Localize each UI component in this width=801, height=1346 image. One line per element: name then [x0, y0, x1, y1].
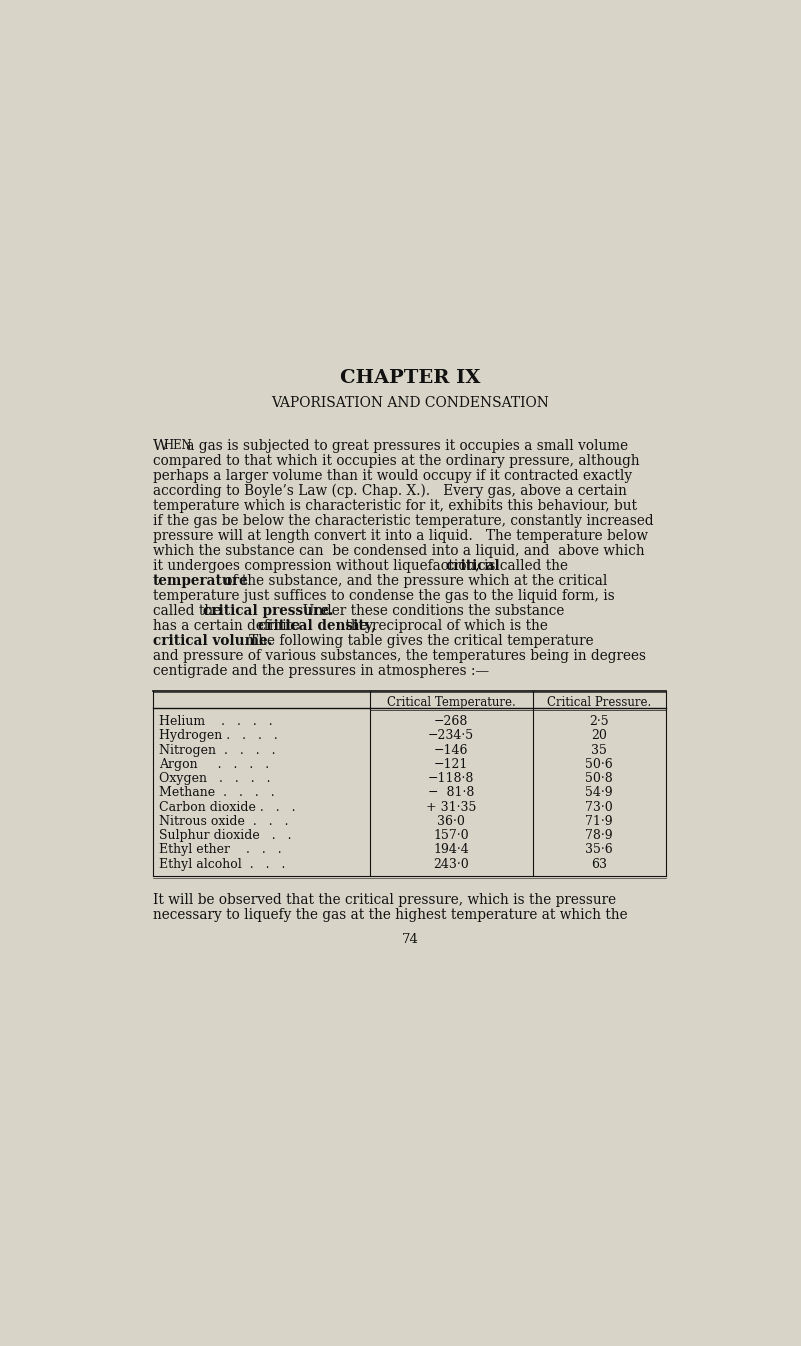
Text: 54·9: 54·9 [586, 786, 613, 800]
Text: CHAPTER IX: CHAPTER IX [340, 369, 481, 388]
Text: according to Boyle’s Law (cp. Chap. X.).   Every gas, above a certain: according to Boyle’s Law (cp. Chap. X.).… [153, 483, 626, 498]
Text: Ethyl alcohol  .   .   .: Ethyl alcohol . . . [159, 857, 285, 871]
Text: −  81·8: − 81·8 [428, 786, 474, 800]
Text: 35·6: 35·6 [586, 844, 613, 856]
Text: necessary to liquefy the gas at the highest temperature at which the: necessary to liquefy the gas at the high… [153, 909, 627, 922]
Text: −121: −121 [434, 758, 469, 771]
Text: which the substance can  be condensed into a liquid, and  above which: which the substance can be condensed int… [153, 544, 645, 557]
Text: Nitrous oxide  .   .   .: Nitrous oxide . . . [159, 814, 288, 828]
Text: Critical Temperature.: Critical Temperature. [387, 696, 516, 709]
Text: temperature just suffices to condense the gas to the liquid form, is: temperature just suffices to condense th… [153, 588, 614, 603]
Text: and pressure of various substances, the temperatures being in degrees: and pressure of various substances, the … [153, 649, 646, 664]
Text: Ethyl ether    .   .   .: Ethyl ether . . . [159, 844, 282, 856]
Text: compared to that which it occupies at the ordinary pressure, although: compared to that which it occupies at th… [153, 454, 639, 468]
Text: 74: 74 [401, 933, 419, 946]
Text: 243·0: 243·0 [433, 857, 469, 871]
Text: 35: 35 [591, 743, 607, 756]
Text: The following table gives the critical temperature: The following table gives the critical t… [236, 634, 594, 647]
Text: −118·8: −118·8 [428, 773, 474, 785]
Text: Oxygen   .   .   .   .: Oxygen . . . . [159, 773, 271, 785]
Text: −146: −146 [434, 743, 469, 756]
Text: Argon     .   .   .   .: Argon . . . . [159, 758, 269, 771]
Text: 71·9: 71·9 [586, 814, 613, 828]
Text: 50·6: 50·6 [586, 758, 613, 771]
Text: has a certain definite: has a certain definite [153, 619, 304, 633]
Text: −234·5: −234·5 [429, 730, 474, 743]
Text: Critical Pressure.: Critical Pressure. [547, 696, 651, 709]
Text: called the: called the [153, 604, 225, 618]
Text: pressure will at length convert it into a liquid.   The temperature below: pressure will at length convert it into … [153, 529, 648, 542]
Text: W: W [153, 439, 168, 452]
Text: VAPORISATION AND CONDENSATION: VAPORISATION AND CONDENSATION [272, 396, 549, 411]
Text: Hydrogen .   .   .   .: Hydrogen . . . . [159, 730, 278, 743]
Text: 157·0: 157·0 [433, 829, 469, 843]
Text: 73·0: 73·0 [586, 801, 613, 813]
Text: 78·9: 78·9 [586, 829, 613, 843]
Text: It will be observed that the critical pressure, which is the pressure: It will be observed that the critical pr… [153, 894, 616, 907]
Text: HEN: HEN [163, 440, 191, 452]
Text: if the gas be below the characteristic temperature, constantly increased: if the gas be below the characteristic t… [153, 514, 654, 528]
Text: 2·5: 2·5 [590, 715, 609, 728]
Text: it undergoes compression without liquefaction, is called the: it undergoes compression without liquefa… [153, 559, 572, 573]
Text: temperature: temperature [153, 573, 248, 588]
Text: critical: critical [445, 559, 500, 573]
Text: −268: −268 [434, 715, 469, 728]
Text: Sulphur dioxide   .   .: Sulphur dioxide . . [159, 829, 292, 843]
Text: 50·8: 50·8 [586, 773, 613, 785]
Text: 36·0: 36·0 [437, 814, 465, 828]
Text: the reciprocal of which is the: the reciprocal of which is the [341, 619, 548, 633]
Text: Methane  .   .   .   .: Methane . . . . [159, 786, 275, 800]
Text: 63: 63 [591, 857, 607, 871]
Text: Nitrogen  .   .   .   .: Nitrogen . . . . [159, 743, 276, 756]
Text: centigrade and the pressures in atmospheres :—: centigrade and the pressures in atmosphe… [153, 664, 489, 678]
Text: 20: 20 [591, 730, 607, 743]
Text: Under these conditions the substance: Under these conditions the substance [295, 604, 565, 618]
Text: temperature which is characteristic for it, exhibits this behaviour, but: temperature which is characteristic for … [153, 499, 637, 513]
Text: critical density,: critical density, [259, 619, 376, 633]
Text: critical volume.: critical volume. [153, 634, 272, 647]
Text: Carbon dioxide .   .   .: Carbon dioxide . . . [159, 801, 296, 813]
Text: Helium    .   .   .   .: Helium . . . . [159, 715, 272, 728]
Text: 194·4: 194·4 [433, 844, 469, 856]
Text: critical pressure.: critical pressure. [203, 604, 334, 618]
Text: perhaps a larger volume than it would occupy if it contracted exactly: perhaps a larger volume than it would oc… [153, 468, 632, 483]
Text: of the substance, and the pressure which at the critical: of the substance, and the pressure which… [219, 573, 607, 588]
Text: + 31·35: + 31·35 [426, 801, 477, 813]
Text: a gas is subjected to great pressures it occupies a small volume: a gas is subjected to great pressures it… [182, 439, 628, 452]
